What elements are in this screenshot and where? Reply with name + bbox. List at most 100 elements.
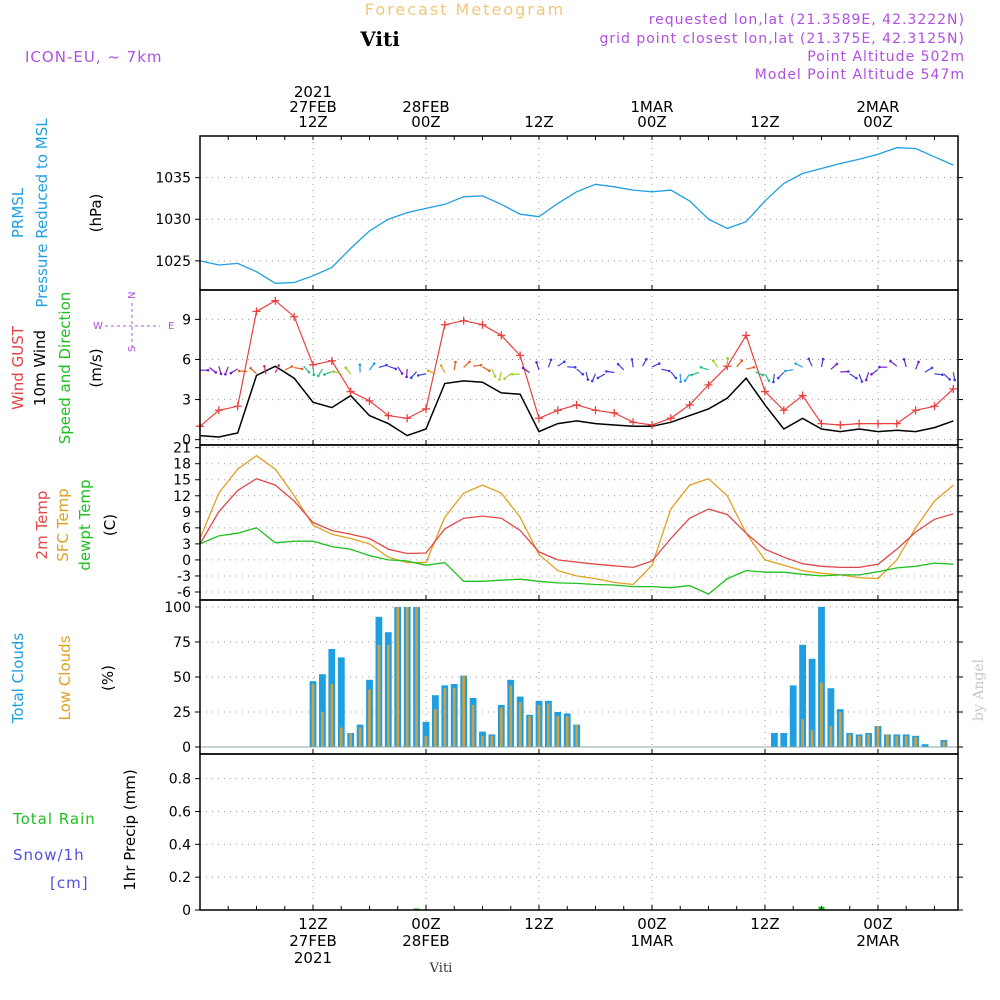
low-cloud-bar — [443, 688, 447, 747]
gust-marker — [534, 414, 543, 423]
low-cloud-bar — [556, 716, 560, 747]
y-tick-label: 9 — [182, 505, 191, 521]
wind-arrow-head — [468, 360, 471, 364]
gust-marker — [760, 387, 769, 396]
wind-arrow-head — [855, 376, 858, 380]
time-tick-label-top: 00Z — [411, 113, 440, 131]
wind-arrow-head — [405, 375, 408, 379]
sfc-temp-line — [199, 454, 954, 586]
compass-n: N — [127, 292, 138, 299]
wind-direction-arrow — [764, 373, 770, 382]
low-cloud-bar — [867, 734, 870, 747]
total-clouds-label: Total Clouds — [9, 633, 27, 725]
wind-direction-arrow — [491, 368, 496, 377]
y-tick-label: 1030 — [155, 212, 191, 228]
wind-direction-arrow — [498, 371, 502, 380]
chart-title: Forecast Meteogram — [365, 0, 565, 19]
wind-arrow-head — [249, 367, 252, 370]
wind-arrow-head — [317, 374, 320, 378]
low-cloud-bar — [330, 684, 334, 747]
low-cloud-bar — [848, 734, 852, 747]
wind-arrow-head — [394, 367, 398, 371]
wind-direction-arrow — [522, 367, 530, 374]
place-name: Viti — [359, 27, 400, 51]
time-tick-label-bottom: 12Z — [524, 915, 553, 933]
y-tick-label: 25 — [173, 705, 191, 721]
gust-marker — [666, 414, 675, 423]
y-tick-label: 12 — [173, 489, 191, 505]
low-cloud-bar — [565, 716, 569, 747]
low-cloud-bar — [471, 705, 475, 747]
wind-direction-arrow — [915, 361, 920, 370]
wind-arrow-head — [776, 376, 780, 380]
gust-marker — [252, 307, 261, 316]
gust-marker — [911, 406, 920, 415]
wind-direction-arrow — [924, 367, 933, 373]
gust-marker — [610, 408, 619, 417]
low-cloud-bar — [368, 689, 371, 747]
wind-arrow-head — [312, 373, 316, 377]
wind-arrow-head — [761, 373, 765, 377]
wind-arrow-head — [573, 366, 577, 369]
wind-arrow-head — [590, 379, 594, 383]
time-tick-label-bottom: 2MAR — [856, 932, 899, 950]
wind-arrow-head — [535, 361, 538, 364]
low-cloud-bar — [415, 607, 418, 747]
gust-marker — [949, 384, 958, 393]
total-cloud-bar — [921, 744, 929, 747]
wind-arrow-head — [300, 367, 304, 371]
wind-direction-arrow — [684, 373, 691, 382]
wind-arrow-head — [821, 357, 825, 361]
wind-direction-arrow — [661, 368, 670, 372]
time-tick-label-top: 12Z — [298, 113, 327, 131]
wind-direction-arrow — [820, 358, 824, 368]
time-tick-label-top: 00Z — [863, 113, 892, 131]
chart-data-marks — [196, 147, 958, 911]
temp-dewpt-label: dewpt Temp — [76, 479, 94, 570]
y-tick-label: 0 — [182, 903, 191, 919]
wind-direction-arrow — [388, 365, 397, 370]
time-tick-label-top: 12Z — [750, 113, 779, 131]
gust-marker — [516, 351, 525, 360]
wind-arrow-head — [344, 366, 348, 370]
low-cloud-bar — [886, 734, 889, 747]
wind-direction-arrow — [397, 366, 403, 374]
y-tick-label: 1035 — [155, 171, 191, 187]
time-tick-label-bottom: 00Z — [863, 915, 892, 933]
wind-arrow-head — [864, 378, 868, 382]
temp-unit: (C) — [101, 514, 119, 536]
total-cloud-bar — [799, 644, 806, 747]
gust-marker — [930, 402, 939, 411]
gust-marker — [440, 320, 449, 329]
pressure-unit: (hPa) — [87, 194, 105, 233]
wind-arrow-head — [630, 358, 634, 361]
wind-arrow-head — [385, 363, 388, 367]
total-cloud-bar — [771, 733, 778, 747]
wind-arrow-head — [878, 365, 881, 369]
wind-direction-arrow — [317, 368, 323, 377]
compass-cross — [105, 303, 160, 349]
wind-gust-label: Wind GUST — [9, 325, 27, 410]
y-tick-label: 3 — [182, 393, 191, 409]
gust-marker — [365, 396, 374, 405]
wind-direction-arrow — [333, 371, 342, 375]
wind-arrow-head — [510, 373, 514, 376]
wind-line — [199, 365, 954, 438]
wind-arrow-head — [206, 368, 210, 372]
wind-arrow-head — [948, 378, 951, 381]
gust-marker — [290, 312, 299, 321]
wind-direction-arrow — [406, 368, 408, 377]
y-tick-label: 21 — [173, 441, 191, 457]
low-cloud-bar — [575, 724, 578, 747]
wind-arrow-head — [586, 378, 590, 381]
wind-direction-label: Speed and Direction — [56, 292, 74, 445]
wind-arrow-head — [683, 379, 687, 383]
y-tick-label: 3 — [182, 537, 191, 553]
time-tick-label-bottom: 27FEB — [289, 932, 336, 950]
wind-arrow-head — [794, 362, 797, 365]
low-cloud-bar — [349, 733, 352, 747]
wind-arrow-head — [214, 371, 218, 374]
wind-arrow-head — [752, 366, 756, 369]
wind-arrow-head — [690, 373, 693, 377]
y-tick-label: -6 — [177, 585, 191, 601]
